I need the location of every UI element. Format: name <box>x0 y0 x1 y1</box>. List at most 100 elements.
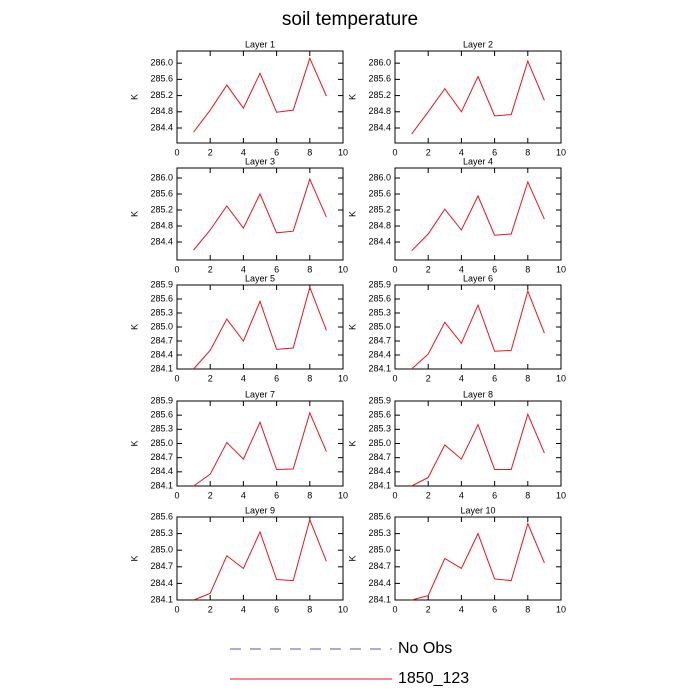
y-tick-label: 284.1 <box>150 363 173 373</box>
y-tick-label: 286.0 <box>150 172 173 182</box>
x-tick-label: 0 <box>174 147 179 157</box>
y-tick-label: 284.1 <box>368 594 391 604</box>
x-tick-label: 8 <box>307 147 312 157</box>
y-tick-label: 285.0 <box>368 545 391 555</box>
y-axis-label: K <box>347 324 357 330</box>
x-tick-label: 0 <box>392 264 397 274</box>
x-tick-label: 8 <box>525 604 530 614</box>
x-tick-label: 2 <box>208 604 213 614</box>
x-tick-label: 2 <box>208 264 213 274</box>
y-tick-label: 285.3 <box>368 307 391 317</box>
y-axis-label: K <box>129 211 139 217</box>
panel-title: Layer 9 <box>245 505 275 515</box>
y-tick-label: 284.4 <box>368 122 391 132</box>
plot-frame <box>176 167 344 261</box>
x-tick-label: 6 <box>274 373 279 383</box>
y-tick-label: 284.7 <box>150 335 173 345</box>
panel-title: Layer 8 <box>463 389 493 399</box>
y-tick-label: 284.8 <box>368 220 391 230</box>
line <box>411 522 545 601</box>
x-tick-label: 0 <box>392 604 397 614</box>
x-tick-label: 2 <box>426 490 431 500</box>
y-tick-label: 285.3 <box>150 307 173 317</box>
x-tick-label: 0 <box>174 604 179 614</box>
y-tick-label: 284.8 <box>150 106 173 116</box>
x-tick-label: 0 <box>174 264 179 274</box>
y-tick-label: 284.1 <box>150 594 173 604</box>
plot-frame <box>176 400 344 487</box>
x-tick-label: 2 <box>426 264 431 274</box>
x-tick-label: 6 <box>492 264 497 274</box>
x-tick-label: 6 <box>274 147 279 157</box>
y-tick-label: 285.3 <box>368 528 391 538</box>
figure-title: soil temperature <box>282 9 418 30</box>
y-tick-label: 285.0 <box>150 438 173 448</box>
y-tick-label: 284.4 <box>368 466 391 476</box>
y-tick-label: 284.7 <box>150 452 173 462</box>
plot-frame <box>394 516 562 601</box>
line <box>411 59 545 135</box>
y-tick-label: 284.4 <box>150 466 173 476</box>
x-tick-label: 4 <box>241 490 246 500</box>
plot-frame <box>394 167 562 261</box>
y-axis-label: K <box>347 555 357 561</box>
y-tick-label: 285.9 <box>150 279 173 289</box>
panel-title: Layer 1 <box>245 39 275 49</box>
y-tick-label: 285.6 <box>150 74 173 84</box>
panel-title: Layer 6 <box>463 273 493 283</box>
y-tick-label: 284.7 <box>368 335 391 345</box>
x-tick-label: 8 <box>525 147 530 157</box>
y-axis-label: K <box>347 94 357 100</box>
x-tick-label: 6 <box>274 604 279 614</box>
x-tick-label: 8 <box>307 490 312 500</box>
panel-title: Layer 3 <box>245 156 275 166</box>
y-tick-label: 285.6 <box>150 410 173 420</box>
legend-label: 1850_123 <box>398 670 469 687</box>
y-tick-label: 284.4 <box>150 122 173 132</box>
y-tick-label: 285.9 <box>150 395 173 405</box>
legend-label: No Obs <box>398 640 452 657</box>
x-tick-label: 10 <box>556 147 566 157</box>
x-tick-label: 0 <box>174 490 179 500</box>
x-tick-label: 4 <box>459 147 464 157</box>
y-axis-label: K <box>129 324 139 330</box>
x-tick-label: 10 <box>338 490 348 500</box>
y-tick-label: 285.2 <box>150 90 173 100</box>
y-tick-label: 285.0 <box>150 545 173 555</box>
y-tick-label: 286.0 <box>368 172 391 182</box>
line <box>411 180 545 252</box>
x-tick-label: 10 <box>338 147 348 157</box>
x-tick-label: 4 <box>459 490 464 500</box>
y-tick-label: 285.6 <box>368 511 391 521</box>
plot-frame <box>176 50 344 144</box>
x-tick-label: 2 <box>208 373 213 383</box>
line <box>411 412 545 487</box>
y-tick-label: 284.4 <box>150 578 173 588</box>
plot-frame <box>176 516 344 601</box>
panel-title: Layer 5 <box>245 273 275 283</box>
x-tick-label: 8 <box>525 373 530 383</box>
y-tick-label: 284.4 <box>368 578 391 588</box>
y-tick-label: 285.2 <box>368 90 391 100</box>
x-tick-label: 4 <box>241 264 246 274</box>
y-tick-label: 284.4 <box>150 349 173 359</box>
x-tick-label: 10 <box>556 373 566 383</box>
panel-title: Layer 2 <box>463 39 493 49</box>
x-tick-label: 6 <box>274 490 279 500</box>
x-tick-label: 10 <box>556 264 566 274</box>
y-axis-label: K <box>129 440 139 446</box>
line <box>193 177 327 251</box>
y-tick-label: 285.6 <box>150 293 173 303</box>
line <box>193 518 327 601</box>
y-tick-label: 285.6 <box>150 511 173 521</box>
y-tick-label: 284.4 <box>150 236 173 246</box>
x-tick-label: 10 <box>338 373 348 383</box>
plot-frame <box>394 50 562 144</box>
x-tick-label: 4 <box>241 373 246 383</box>
x-tick-label: 4 <box>241 604 246 614</box>
plot-frame <box>394 400 562 487</box>
x-tick-label: 10 <box>556 490 566 500</box>
x-tick-label: 4 <box>241 147 246 157</box>
plot-frame <box>394 284 562 370</box>
